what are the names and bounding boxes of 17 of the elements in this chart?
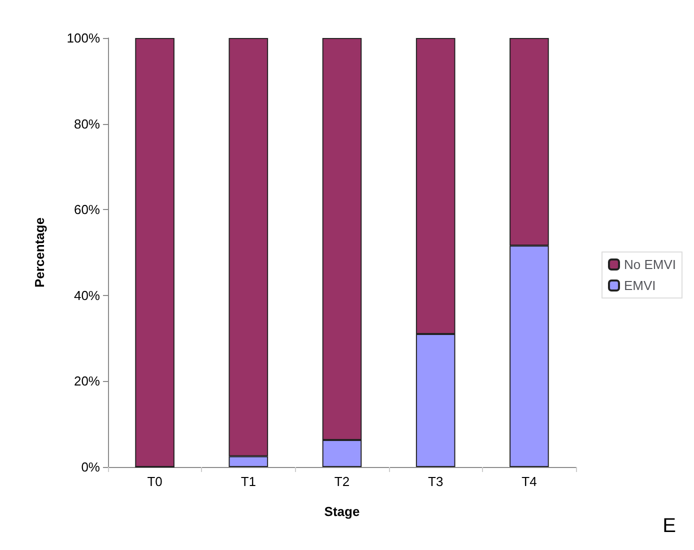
y-tick-label: 100% [66,30,100,46]
y-tick-label: 0% [81,460,100,474]
y-tick-label: 40% [74,288,100,303]
y-tick-label: 80% [74,116,100,132]
y-tick-label: 20% [74,374,100,389]
legend-label: No EMVI [624,257,676,272]
x-tick-label: T2 [334,474,350,489]
x-axis-title: Stage [324,504,360,519]
bar [135,38,174,467]
x-tick-label: T1 [240,474,256,489]
y-axis-title: Percentage [32,217,47,288]
x-tick-label: T4 [522,474,537,489]
text: E [662,515,676,537]
x-tick-label: T3 [428,474,444,489]
legend-label: EMVI [624,278,656,293]
x-tick-label: T0 [147,474,162,489]
y-tick-label: 60% [74,202,100,218]
